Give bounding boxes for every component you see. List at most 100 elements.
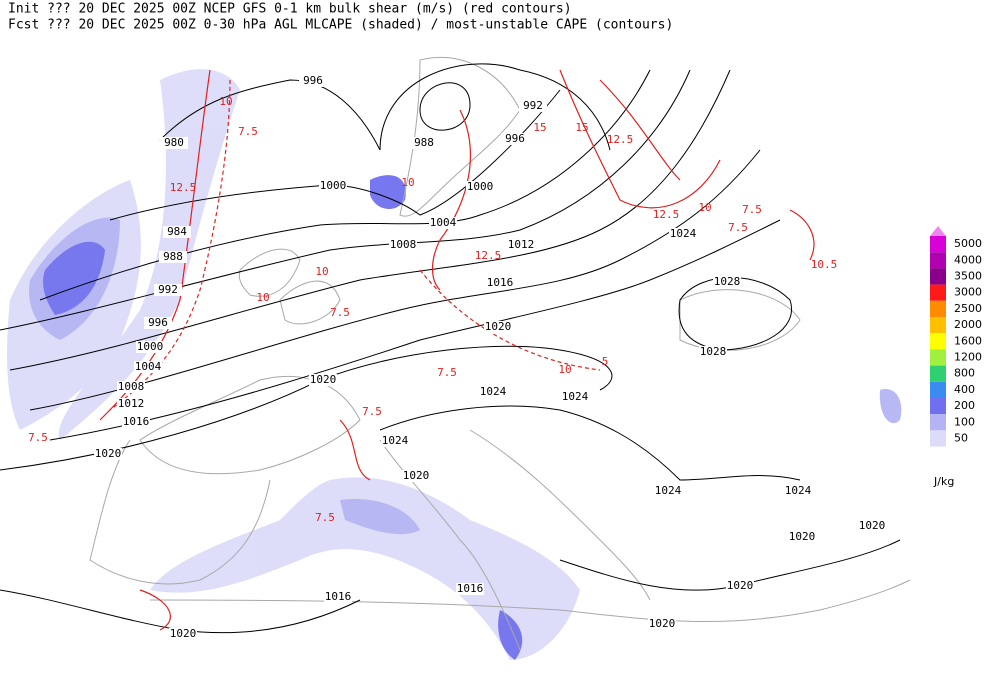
coastline	[139, 375, 361, 475]
isobar-label: 1028	[714, 275, 741, 288]
isobar-label: 988	[414, 136, 434, 149]
label-backdrop	[299, 75, 327, 87]
coastline	[89, 439, 271, 585]
isobar	[39, 69, 651, 301]
label-backdrop	[429, 217, 457, 229]
colorbar-label: 2000	[954, 318, 982, 331]
label-backdrop	[456, 583, 484, 595]
shear-label: 7.5	[330, 306, 350, 319]
shear-label: 7.5	[315, 511, 335, 524]
isobar-label: 1020	[170, 627, 197, 640]
label-backdrop	[159, 251, 187, 263]
isobar-label: 992	[158, 283, 178, 296]
label-backdrop	[784, 485, 812, 497]
label-backdrop	[160, 137, 188, 149]
isobar	[419, 82, 471, 131]
isobar-label: 1004	[430, 216, 457, 229]
shear-label: 10	[219, 95, 232, 108]
shear-label: 10	[401, 176, 414, 189]
coastline	[238, 248, 301, 297]
isobar-label: 1024	[670, 227, 697, 240]
isobar-label: 1020	[310, 373, 337, 386]
label-backdrop	[699, 346, 727, 358]
label-backdrop	[507, 239, 535, 251]
label-backdrop	[154, 284, 182, 296]
isobar-label: 1024	[480, 385, 507, 398]
label-backdrop	[122, 416, 150, 428]
colorbar-unit: J/kg	[933, 475, 954, 488]
colorbar-label: 3500	[954, 270, 982, 283]
colorbar-label: 4000	[954, 253, 982, 266]
colorbar-label: 200	[954, 399, 975, 412]
shear-label: 10	[698, 201, 711, 214]
colorbar-arrow	[930, 226, 946, 236]
contour-labels: 996 988 992 996 1000 980 1000 1004 1008 1012 984 98…	[28, 74, 886, 640]
isobar-label: 1008	[118, 380, 145, 393]
colorbar-label: 400	[954, 383, 975, 396]
cape-shading	[7, 69, 902, 660]
label-backdrop	[136, 341, 164, 353]
coastline	[149, 579, 911, 623]
shear-label: 7.5	[28, 431, 48, 444]
isobars	[0, 63, 901, 634]
shear-label: 15	[533, 121, 546, 134]
isobar-label: 1024	[382, 434, 409, 447]
shear-label: 12.5	[475, 249, 502, 262]
shear-label: 10.5	[811, 258, 838, 271]
label-backdrop	[319, 180, 347, 192]
isobar-label: 1012	[508, 238, 535, 251]
isobar	[9, 69, 731, 371]
shear-contour	[139, 589, 171, 631]
coastline	[379, 439, 521, 651]
colorbar-label: 1200	[954, 351, 982, 364]
isobar-label: 980	[164, 136, 184, 149]
label-backdrop	[561, 391, 589, 403]
label-backdrop	[788, 531, 816, 543]
label-backdrop	[713, 276, 741, 288]
shear-label: 10	[256, 291, 269, 304]
isobar-label: 1016	[487, 276, 514, 289]
colorbar-swatch	[930, 252, 946, 269]
isobar	[49, 219, 781, 441]
label-backdrop	[134, 361, 162, 373]
coastline	[469, 429, 651, 601]
label-backdrop	[169, 628, 197, 640]
label-backdrop	[309, 374, 337, 386]
label-backdrop	[144, 317, 172, 329]
colorbar-swatch	[930, 365, 946, 382]
label-backdrop	[479, 386, 507, 398]
isobar	[0, 345, 613, 471]
label-backdrop	[654, 485, 682, 497]
isobar-label: 1024	[655, 484, 682, 497]
colorbar-label: 100	[954, 415, 975, 428]
isobar-label: 1024	[562, 390, 589, 403]
shear-contour	[419, 269, 601, 371]
label-backdrop	[117, 381, 145, 393]
isobar-label: 1012	[118, 397, 145, 410]
colorbar-label: 3000	[954, 286, 982, 299]
isobar-label: 1020	[95, 447, 122, 460]
isobar-label: 996	[303, 74, 323, 87]
colorbar-swatch	[930, 430, 946, 447]
colorbar-swatch	[930, 268, 946, 285]
colorbar-label: 50	[954, 432, 968, 445]
isobar-label: 1020	[727, 579, 754, 592]
isobar-label: 996	[505, 132, 525, 145]
shear-label: 12.5	[607, 133, 634, 146]
label-backdrop	[94, 448, 122, 460]
colorbar-swatch	[930, 349, 946, 366]
label-backdrop	[501, 133, 529, 145]
shear-label: 7.5	[362, 405, 382, 418]
colorbar-swatch	[930, 381, 946, 398]
cape-area	[879, 389, 902, 424]
shear-contour	[109, 79, 231, 411]
label-backdrop	[466, 181, 494, 193]
isobar-label: 992	[523, 99, 543, 112]
isobar-label: 1020	[485, 320, 512, 333]
colorbar-label: 5000	[954, 237, 982, 250]
shear-label: 10	[558, 363, 571, 376]
shear-contour	[339, 419, 371, 481]
shear-label: 15	[575, 121, 588, 134]
shear-label: 7.5	[742, 203, 762, 216]
